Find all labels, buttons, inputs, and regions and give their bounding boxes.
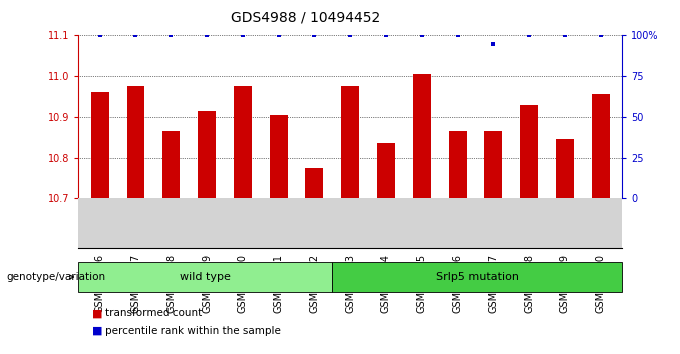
Bar (556, 139, 574, 198)
Bar (484, 131, 503, 198)
Text: genotype/variation: genotype/variation (7, 272, 106, 282)
Bar (341, 86, 359, 198)
Text: percentile rank within the sample: percentile rank within the sample (105, 326, 282, 336)
Point (237, 33, 248, 38)
Text: wild type: wild type (180, 272, 231, 282)
Bar (198, 111, 216, 198)
Text: ■: ■ (92, 308, 102, 318)
Text: ■: ■ (92, 326, 102, 336)
Point (488, 41, 499, 46)
Bar (90, 92, 109, 198)
Bar (234, 86, 252, 198)
Point (560, 33, 571, 38)
Point (416, 33, 427, 38)
Point (95, 33, 105, 38)
Bar (520, 104, 538, 198)
Point (130, 33, 141, 38)
Bar (413, 74, 430, 198)
Point (309, 33, 320, 38)
Bar (126, 86, 144, 198)
Bar (449, 131, 466, 198)
Bar (377, 143, 395, 198)
Bar (305, 168, 324, 198)
Text: transformed count: transformed count (105, 308, 203, 318)
Text: Srlp5 mutation: Srlp5 mutation (436, 272, 519, 282)
Point (345, 33, 356, 38)
Point (201, 33, 212, 38)
Point (595, 33, 606, 38)
Point (524, 33, 534, 38)
Point (381, 33, 392, 38)
Point (273, 33, 284, 38)
Text: GDS4988 / 10494452: GDS4988 / 10494452 (231, 11, 381, 25)
Bar (163, 131, 180, 198)
Bar (270, 115, 288, 198)
Point (452, 33, 463, 38)
Point (166, 33, 177, 38)
Bar (592, 95, 610, 198)
